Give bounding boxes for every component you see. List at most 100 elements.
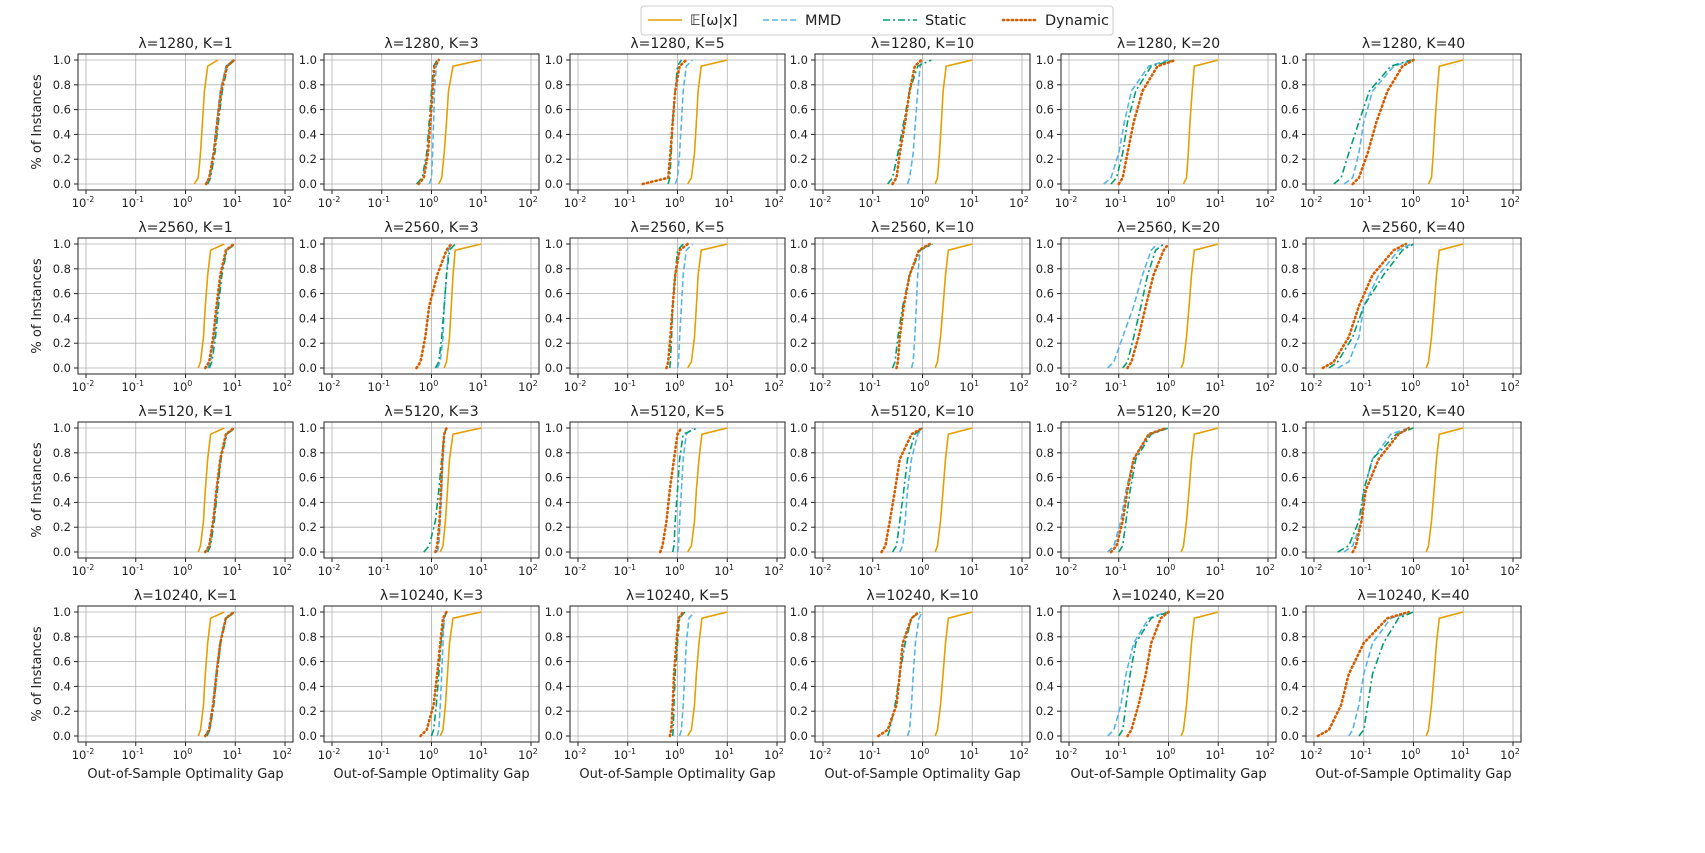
x-tick-label: 10-2 — [1055, 563, 1078, 578]
series-group — [880, 426, 973, 554]
x-tick-label: 100 — [173, 379, 193, 394]
y-tick-label: 0.4 — [1281, 495, 1299, 509]
y-tick-label: 1.0 — [545, 421, 563, 435]
series-static — [1118, 611, 1169, 737]
legend-entry-expectation: 𝔼[ω|x] — [648, 13, 738, 29]
x-tick-label: 101 — [1450, 747, 1470, 762]
gridlines — [1306, 238, 1521, 374]
x-tick-label: 102 — [518, 747, 538, 762]
series-mmd — [1343, 59, 1414, 185]
y-tick-label: 1.0 — [53, 53, 71, 67]
x-tick-label: 10-1 — [858, 379, 881, 394]
y-tick-label: 0.4 — [53, 127, 71, 141]
x-tick-label: 102 — [272, 379, 292, 394]
y-tick-label: 0.2 — [545, 152, 563, 166]
series-dynamic — [204, 242, 236, 370]
y-tick-label: 0.4 — [299, 127, 317, 141]
gridlines — [1061, 606, 1276, 742]
x-ticks: 10-2 10-1 100 101 102 — [1300, 190, 1520, 210]
x-tick-label: 10-1 — [367, 563, 390, 578]
series-static — [1358, 611, 1414, 737]
x-tick-label: 10-1 — [858, 563, 881, 578]
x-tick-label: 10-2 — [318, 379, 341, 394]
series-static — [1110, 59, 1175, 185]
y-tick-label: 0.8 — [545, 78, 563, 92]
series-dynamic — [1109, 426, 1168, 554]
x-tick-label: 102 — [1500, 195, 1520, 210]
series-mmd — [906, 59, 924, 185]
series-group — [1333, 58, 1464, 186]
x-tick-label: 10-1 — [613, 379, 636, 394]
series-dynamic — [1321, 242, 1408, 370]
x-ticks: 10-2 10-1 100 101 102 — [809, 558, 1029, 578]
x-ticks: 10-2 10-1 100 101 102 — [564, 190, 784, 210]
x-tick-label: 10-1 — [613, 747, 636, 762]
series-expectation — [934, 243, 973, 369]
y-tick-label: 0.4 — [1036, 679, 1054, 693]
series-group — [423, 426, 482, 554]
y-ticks: 0.0 0.2 0.4 0.6 0.8 1.0 — [1281, 53, 1306, 191]
series-expectation — [1182, 59, 1219, 185]
y-tick-label: 0.6 — [1281, 471, 1299, 485]
y-tick-label: 0.2 — [53, 336, 71, 350]
series-expectation — [197, 427, 225, 553]
series-expectation — [1180, 427, 1219, 553]
x-tick-label: 10-2 — [1300, 379, 1323, 394]
x-tick-label: 10-1 — [1104, 379, 1127, 394]
gridlines — [78, 238, 293, 374]
x-tick-label: 101 — [222, 195, 242, 210]
x-tick-label: 10-2 — [72, 195, 95, 210]
x-axis-label: Out-of-Sample Optimality Gap — [579, 767, 775, 782]
y-tick-label: 0.6 — [1036, 655, 1054, 669]
series-expectation — [193, 59, 219, 185]
x-tick-label: 10-1 — [1349, 563, 1372, 578]
y-tick-label: 0.0 — [1281, 545, 1299, 559]
y-tick-label: 0.8 — [1281, 262, 1299, 276]
x-tick-label: 101 — [1205, 195, 1225, 210]
y-tick-label: 0.2 — [1036, 704, 1054, 718]
x-tick-label: 100 — [665, 195, 685, 210]
gridlines — [1061, 238, 1276, 374]
x-tick-label: 101 — [468, 195, 488, 210]
x-tick-label: 101 — [714, 563, 734, 578]
y-tick-label: 0.6 — [1281, 287, 1299, 301]
series-static — [887, 59, 932, 185]
y-tick-label: 1.0 — [1281, 421, 1299, 435]
y-tick-label: 1.0 — [299, 53, 317, 67]
series-mmd — [678, 611, 696, 737]
y-tick-label: 0.0 — [299, 545, 317, 559]
x-tick-label: 10-1 — [121, 563, 144, 578]
y-tick-label: 0.8 — [299, 630, 317, 644]
series-expectation — [687, 243, 728, 369]
panel-title: λ=1280, K=3 — [384, 36, 478, 52]
x-tick-label: 100 — [173, 195, 193, 210]
panel-title: λ=2560, K=40 — [1362, 220, 1465, 236]
x-tick-label: 102 — [1009, 195, 1029, 210]
x-tick-label: 102 — [764, 379, 784, 394]
y-tick-label: 0.4 — [1036, 311, 1054, 325]
x-tick-label: 100 — [665, 379, 685, 394]
y-tick-label: 0.4 — [545, 311, 563, 325]
series-expectation — [934, 611, 973, 737]
series-dynamic — [668, 610, 685, 738]
series-static — [886, 611, 921, 737]
x-tick-label: 100 — [910, 379, 930, 394]
x-ticks: 10-2 10-1 100 101 102 — [564, 374, 784, 394]
panel-title: λ=5120, K=40 — [1362, 404, 1465, 420]
x-tick-label: 101 — [714, 747, 734, 762]
y-tick-label: 0.2 — [53, 704, 71, 718]
y-tick-label: 0.4 — [1281, 127, 1299, 141]
y-tick-label: 0.8 — [299, 262, 317, 276]
panel-13: λ=5120, K=1 10-2 10-1 100 101 102 0.0 0.2 0.4 0.6… — [30, 404, 294, 578]
series-mmd — [1103, 59, 1169, 185]
panel-8: λ=2560, K=3 10-2 10-1 100 101 102 0.0 0.2 0.4 0.6… — [299, 220, 540, 394]
x-tick-label: 10-2 — [809, 747, 832, 762]
panel-title: λ=5120, K=1 — [138, 404, 232, 420]
x-tick-label: 101 — [714, 379, 734, 394]
y-axis-label: % of Instances — [30, 74, 45, 169]
